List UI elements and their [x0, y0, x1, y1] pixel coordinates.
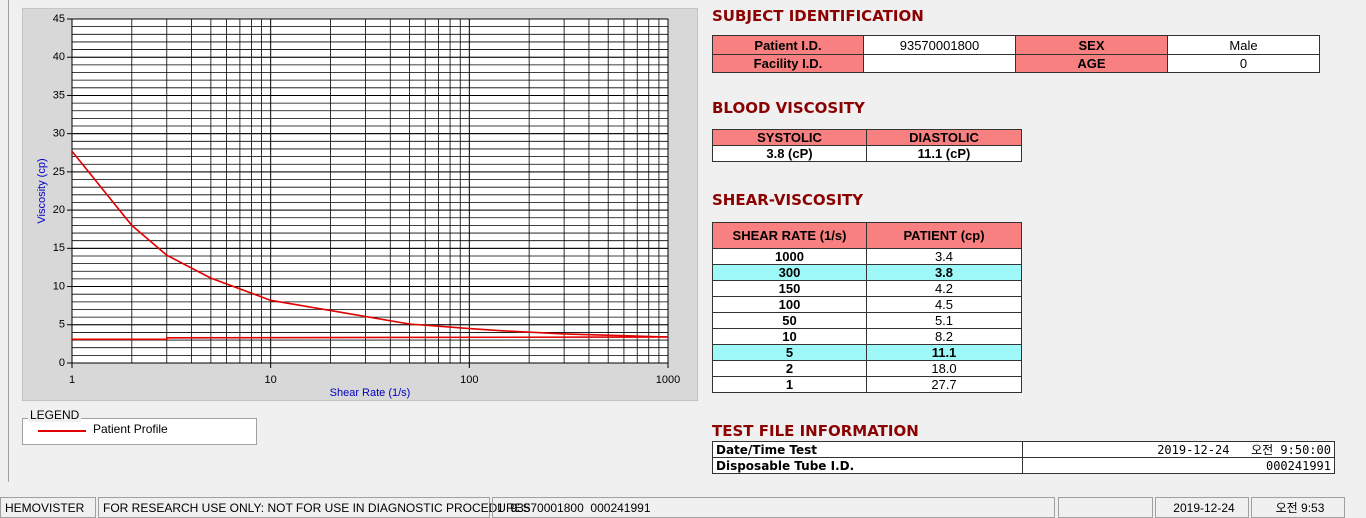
table-cell: 8.2 [866, 328, 1022, 345]
table-cell: 000241991 [1022, 457, 1335, 474]
table-cell: Facility I.D. [712, 54, 864, 73]
table-cell: 10 [712, 328, 867, 345]
x-tick-label: 1 [69, 374, 75, 386]
y-tick-label: 10 [53, 280, 65, 292]
status-segment: 2019-12-24 [1155, 497, 1249, 518]
x-tick-label: 100 [460, 374, 478, 386]
data-line [71, 150, 669, 338]
table-cell: 18.0 [866, 360, 1022, 377]
plot-area [71, 18, 669, 364]
table-cell: PATIENT (cp) [866, 222, 1022, 249]
table-cell: 50 [712, 312, 867, 329]
legend-label: Patient Profile [93, 422, 168, 436]
table-cell: 4.2 [866, 280, 1022, 297]
legend-swatch [38, 430, 86, 432]
status-segment [1058, 497, 1153, 518]
table-cell: 1 [712, 376, 867, 393]
table-cell: 11.1 [866, 344, 1022, 361]
y-tick-label: 30 [53, 128, 65, 140]
table-cell: 5 [712, 344, 867, 361]
table-cell: SEX [1015, 35, 1168, 55]
x-tick-label: 1000 [656, 374, 680, 386]
x-axis-label: Shear Rate (1/s) [330, 387, 411, 399]
table-cell: 3.4 [866, 248, 1022, 265]
table-cell: SYSTOLIC [712, 129, 867, 146]
table-cell: 3.8 [866, 264, 1022, 281]
table-cell [863, 54, 1016, 73]
y-tick-label: 15 [53, 242, 65, 254]
table-cell: SHEAR RATE (1/s) [712, 222, 867, 249]
table-cell: Date/Time Test [712, 441, 1023, 458]
table-cell: Disposable Tube I.D. [712, 457, 1023, 474]
table-cell: DIASTOLIC [866, 129, 1022, 146]
table-cell: Patient I.D. [712, 35, 864, 55]
y-tick-label: 0 [59, 357, 65, 369]
status-segment: 오전 9:53 [1251, 497, 1345, 518]
y-axis-label: Viscosity (cp) [36, 158, 48, 223]
status-segment: 1 93570001800 000241991 [492, 497, 1055, 518]
legend: Patient Profile [22, 418, 257, 445]
section-title: SUBJECT IDENTIFICATION [712, 7, 924, 25]
section-title: BLOOD VISCOSITY [712, 99, 865, 117]
data-line [72, 336, 669, 341]
y-tick-label: 45 [53, 13, 65, 25]
table-cell: 0 [1167, 54, 1320, 73]
y-tick-label: 40 [53, 51, 65, 63]
table-cell: 1000 [712, 248, 867, 265]
legend-title: LEGEND [28, 408, 82, 422]
table-cell: 4.5 [866, 296, 1022, 313]
y-tick-label: 20 [53, 204, 65, 216]
table-cell: 300 [712, 264, 867, 281]
y-tick-label: 35 [53, 89, 65, 101]
table-cell: 150 [712, 280, 867, 297]
table-cell: 5.1 [866, 312, 1022, 329]
section-title: SHEAR-VISCOSITY [712, 191, 864, 209]
x-tick-label: 10 [265, 374, 277, 386]
table-cell: 2 [712, 360, 867, 377]
chart: Viscosity (cp) Shear Rate (1/s) 0 5 10 15 20… [22, 8, 698, 401]
table-cell: 93570001800 [863, 35, 1016, 55]
table-cell: 27.7 [866, 376, 1022, 393]
table-cell: 11.1 (cP) [866, 145, 1022, 162]
status-segment: FOR RESEARCH USE ONLY: NOT FOR USE IN DI… [98, 497, 531, 518]
panel-border [8, 0, 9, 482]
table-cell: Male [1167, 35, 1320, 55]
table-cell: 100 [712, 296, 867, 313]
y-tick-label: 5 [59, 319, 65, 331]
status-segment: HEMOVISTER [0, 497, 96, 518]
table-cell: 2019-12-24 오전 9:50:00 [1022, 441, 1335, 458]
table-cell: AGE [1015, 54, 1168, 73]
y-tick-label: 25 [53, 166, 65, 178]
section-title: TEST FILE INFORMATION [712, 422, 919, 440]
table-cell: 3.8 (cP) [712, 145, 867, 162]
